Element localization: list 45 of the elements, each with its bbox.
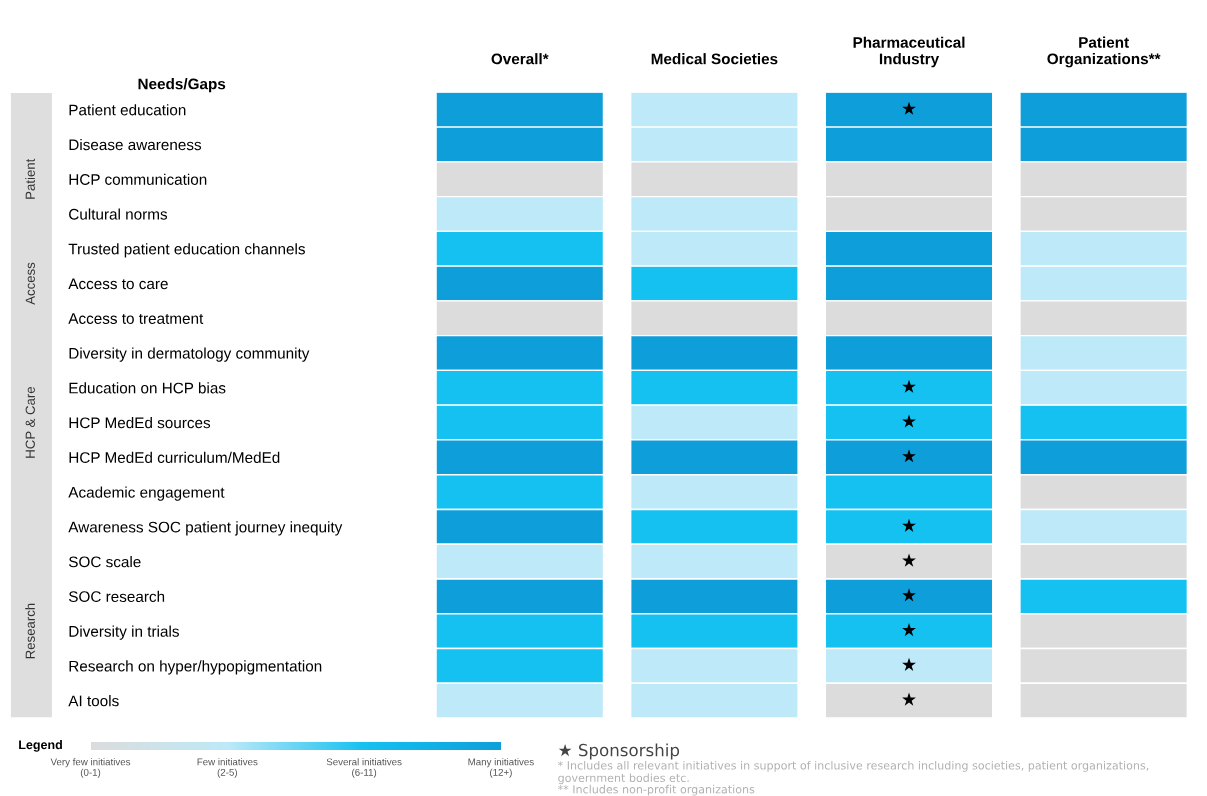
y-tick-label: Research on hyper/hypopigmentation <box>69 660 322 675</box>
x-tick-label: Medical Societies <box>651 53 778 65</box>
x-tick-label: Pharmaceutical Industry <box>853 36 965 68</box>
y-axis-title: Needs/Gaps <box>138 78 226 93</box>
data-label: ★ <box>902 101 916 115</box>
y-tick-label: SOC research <box>68 590 165 603</box>
data-label: ★ <box>902 379 916 393</box>
y-tick-label: Disease awareness <box>69 138 202 151</box>
data-label: ★ <box>902 518 916 532</box>
text: ** Includes non-profit organizations <box>557 784 755 796</box>
y-tick-label: Patient education <box>69 104 186 116</box>
data-label: ★ <box>902 657 916 671</box>
color-bar-label: Very few initiatives (0-1) <box>50 758 131 778</box>
y-tick-label: Trusted patient education channels <box>68 243 305 258</box>
x-tick-label: Patient Organizations** <box>1047 36 1161 68</box>
color-bar-label: Many initiatives (12+) <box>468 758 534 778</box>
color-bar-label: Several initiatives (6-11) <box>326 758 402 778</box>
y2-tick-label: HCP & Care <box>25 386 35 458</box>
data-label: ★ <box>902 588 916 602</box>
data-label: ★ <box>902 414 916 428</box>
y-tick-label: Access to treatment <box>68 313 204 324</box>
x-tick-label: Overall* <box>491 53 549 65</box>
y-tick-label: AI tools <box>68 695 119 707</box>
y-tick-label: SOC scale <box>68 556 141 568</box>
y-tick-label: HCP MedEd curriculum/MedEd <box>69 451 280 463</box>
y-tick-label: HCP MedEd sources <box>69 417 211 429</box>
data-label: ★ <box>902 553 916 567</box>
color-bar-label: Few initiatives (2-5) <box>197 758 258 778</box>
y-tick-label: Awareness SOC patient journey inequity <box>68 521 343 536</box>
data-label: ★ <box>902 449 916 463</box>
y-tick-label: Cultural norms <box>69 208 168 220</box>
y2-tick-label: Patient <box>25 158 35 199</box>
y2-tick-label: Access <box>25 262 35 305</box>
y-tick-label: Access to care <box>68 278 168 290</box>
y-tick-label: Education on HCP bias <box>69 382 226 394</box>
text: ★ Sponsorship <box>558 743 680 760</box>
y-tick-label: Academic engagement <box>68 486 225 501</box>
data-label: ★ <box>902 692 916 706</box>
data-label: ★ <box>902 623 916 637</box>
y-tick-label: Diversity in trials <box>69 625 179 640</box>
color-bar-title: Legend <box>19 740 62 752</box>
y-tick-label: Diversity in dermatology community <box>69 347 310 362</box>
y-tick-label: HCP communication <box>69 173 207 185</box>
text: * Includes all relevant initiatives in support of inclusive research including societies, patient organizations, government bodies etc. <box>557 760 1149 785</box>
y2-tick-label: Research <box>25 603 35 659</box>
